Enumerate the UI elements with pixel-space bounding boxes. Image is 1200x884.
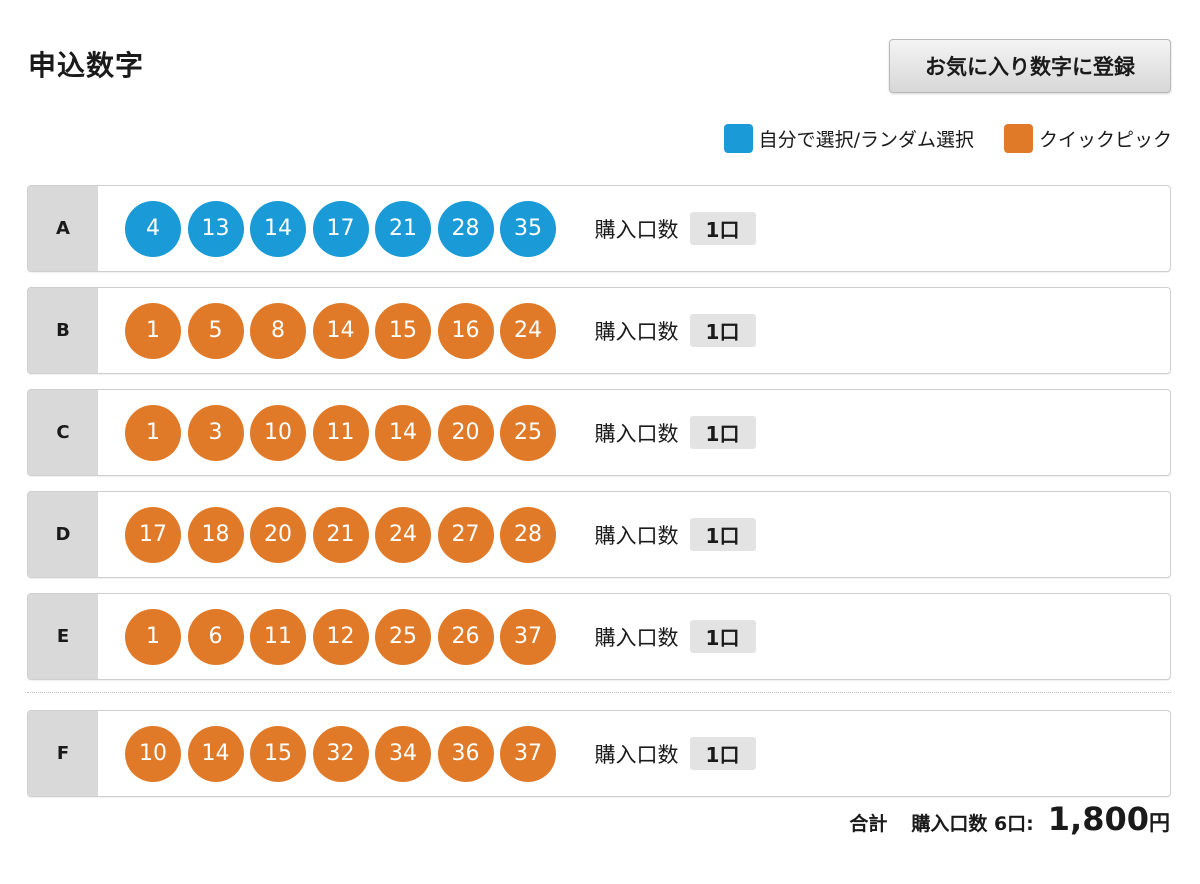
row-letter: C bbox=[28, 390, 98, 475]
row-divider bbox=[27, 692, 1171, 693]
purchase-qty-label: 購入口数 bbox=[594, 217, 679, 242]
number-ball: 13 bbox=[187, 200, 244, 257]
number-ball: 17 bbox=[125, 506, 181, 563]
number-row-a: A 4 13 14 17 21 28 35 購入口数 1口 bbox=[27, 185, 1171, 272]
number-ball: 1 bbox=[125, 608, 181, 665]
number-ball: 28 bbox=[437, 200, 494, 257]
purchase-qty-label: 購入口数 bbox=[594, 742, 679, 767]
page-title: 申込数字 bbox=[28, 49, 145, 82]
number-ball: 12 bbox=[312, 608, 369, 665]
purchase-qty-label: 購入口数 bbox=[594, 421, 679, 446]
number-row-d: D 17 18 20 21 24 27 28 購入口数 1口 bbox=[27, 491, 1171, 578]
number-row-f: F 10 14 15 32 34 36 37 購入口数 1口 bbox=[27, 710, 1171, 797]
number-ball: 34 bbox=[375, 725, 431, 782]
legend: 自分で選択/ランダム選択 クイックピック bbox=[694, 124, 1172, 153]
number-balls: 1 6 11 12 25 26 37 bbox=[125, 608, 563, 665]
number-row-b: B 1 5 8 14 15 16 24 購入口数 1口 bbox=[27, 287, 1171, 374]
legend-swatch-quick-pick bbox=[1003, 124, 1033, 153]
row-letter: F bbox=[28, 711, 98, 796]
number-ball: 35 bbox=[500, 200, 556, 257]
total-amount: 1,800 bbox=[1047, 800, 1149, 838]
number-ball: 11 bbox=[312, 404, 369, 461]
total-summary: 合計 購入口数 6口: 1,800 円 bbox=[849, 800, 1170, 838]
purchase-qty-value: 1口 bbox=[689, 620, 756, 653]
number-ball: 21 bbox=[375, 200, 431, 257]
number-ball: 20 bbox=[250, 506, 306, 563]
number-ball: 14 bbox=[375, 404, 431, 461]
purchase-qty-value: 1口 bbox=[689, 518, 756, 551]
number-ball: 3 bbox=[187, 404, 244, 461]
number-ball: 25 bbox=[375, 608, 431, 665]
number-balls: 1 3 10 11 14 20 25 bbox=[125, 404, 563, 461]
number-ball: 1 bbox=[125, 404, 181, 461]
number-rows: A 4 13 14 17 21 28 35 購入口数 1口 B 1 5 8 14 15 16 24 購入口数 1口 C 1… bbox=[27, 185, 1171, 812]
number-ball: 14 bbox=[250, 200, 306, 257]
row-letter: A bbox=[28, 186, 98, 271]
number-balls: 1 5 8 14 15 16 24 bbox=[125, 302, 563, 359]
number-ball: 24 bbox=[500, 302, 556, 359]
number-ball: 24 bbox=[375, 506, 431, 563]
number-ball: 10 bbox=[250, 404, 306, 461]
number-ball: 25 bbox=[500, 404, 556, 461]
number-balls: 17 18 20 21 24 27 28 bbox=[125, 506, 563, 563]
purchase-qty-value: 1口 bbox=[689, 212, 756, 245]
number-ball: 6 bbox=[187, 608, 244, 665]
number-ball: 32 bbox=[312, 725, 369, 782]
purchase-qty-label: 購入口数 bbox=[594, 523, 679, 548]
legend-item-self-select: 自分で選択/ランダム選択 bbox=[723, 124, 974, 153]
total-label: 合計 bbox=[849, 813, 888, 835]
legend-label: クイックピック bbox=[1038, 129, 1172, 151]
number-ball: 18 bbox=[187, 506, 244, 563]
total-currency: 円 bbox=[1149, 811, 1170, 835]
number-ball: 28 bbox=[500, 506, 556, 563]
number-ball: 4 bbox=[125, 200, 181, 257]
legend-item-quick-pick: クイックピック bbox=[1003, 124, 1172, 153]
number-ball: 15 bbox=[375, 302, 431, 359]
legend-label: 自分で選択/ランダム選択 bbox=[758, 129, 974, 151]
register-favorite-button[interactable]: お気に入り数字に登録 bbox=[889, 39, 1171, 93]
number-row-e: E 1 6 11 12 25 26 37 購入口数 1口 bbox=[27, 593, 1171, 680]
legend-swatch-self-select bbox=[723, 124, 753, 153]
number-ball: 17 bbox=[312, 200, 369, 257]
purchase-qty-label: 購入口数 bbox=[594, 625, 679, 650]
row-letter: D bbox=[28, 492, 98, 577]
purchase-qty-value: 1口 bbox=[689, 314, 756, 347]
row-letter: E bbox=[28, 594, 98, 679]
purchase-qty-label: 購入口数 bbox=[594, 319, 679, 344]
number-ball: 15 bbox=[250, 725, 306, 782]
number-ball: 37 bbox=[500, 608, 556, 665]
purchase-qty-value: 1口 bbox=[689, 416, 756, 449]
number-ball: 1 bbox=[125, 302, 181, 359]
purchase-qty-value: 1口 bbox=[689, 737, 756, 770]
number-ball: 8 bbox=[250, 302, 306, 359]
number-ball: 27 bbox=[437, 506, 494, 563]
number-ball: 5 bbox=[187, 302, 244, 359]
row-letter: B bbox=[28, 288, 98, 373]
number-ball: 16 bbox=[437, 302, 494, 359]
number-ball: 14 bbox=[312, 302, 369, 359]
number-ball: 20 bbox=[437, 404, 494, 461]
number-balls: 4 13 14 17 21 28 35 bbox=[125, 200, 563, 257]
total-qty-text: 購入口数 6口: bbox=[911, 813, 1034, 835]
number-ball: 37 bbox=[500, 725, 556, 782]
number-ball: 11 bbox=[250, 608, 306, 665]
number-ball: 21 bbox=[312, 506, 369, 563]
number-ball: 36 bbox=[437, 725, 494, 782]
number-ball: 10 bbox=[125, 725, 181, 782]
number-ball: 14 bbox=[187, 725, 244, 782]
number-ball: 26 bbox=[437, 608, 494, 665]
number-balls: 10 14 15 32 34 36 37 bbox=[125, 725, 563, 782]
number-row-c: C 1 3 10 11 14 20 25 購入口数 1口 bbox=[27, 389, 1171, 476]
